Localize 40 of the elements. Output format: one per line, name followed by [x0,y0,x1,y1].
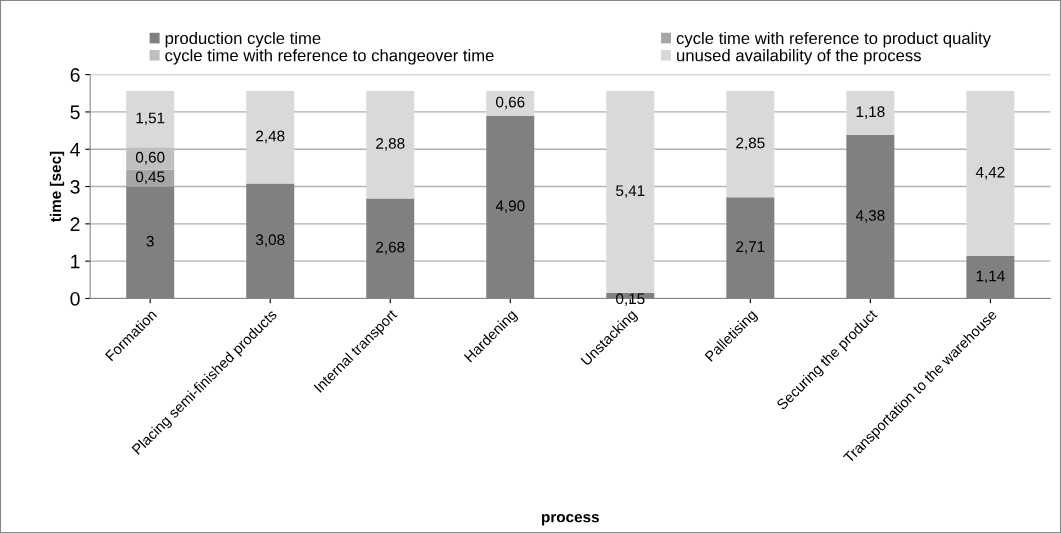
bar [126,147,175,170]
y-tick-label: 4 [70,142,80,157]
y-axis-title: time [sec] [49,151,65,223]
bar [126,91,175,148]
data-label: 3,08 [255,234,285,247]
data-label: 2,85 [736,137,765,151]
data-label: 4,38 [855,210,885,223]
data-label: 1,51 [136,112,165,126]
data-label: 3 [146,235,154,247]
legend-label: production cycle time [165,31,321,48]
data-label: 2,48 [256,130,285,144]
data-label: 2,71 [736,241,765,254]
data-label: 1,18 [856,106,885,119]
bar [606,91,655,293]
data-label: 4,90 [495,200,525,213]
bar [846,91,895,136]
y-tick-label: 3 [70,180,80,194]
legend-label: cycle time with reference to product quality [676,31,991,48]
bar [246,91,295,184]
y-tick-label: 0 [70,291,80,306]
x-axis-title: process [542,513,599,526]
data-label: 0,15 [616,293,645,306]
y-tick-label: 6 [70,68,80,82]
bar [486,91,535,116]
bar [726,91,775,198]
y-tick-label: 2 [70,217,80,231]
data-label: 0,45 [135,171,165,185]
legend-label: unused availability of the process [677,49,921,65]
data-label: 5,41 [616,185,645,198]
data-label: 0,66 [496,96,525,110]
legend-label: cycle time with reference to changeover time [165,49,494,65]
bar [366,91,415,199]
data-label: 2,88 [376,138,405,151]
data-label: 2,68 [376,241,405,255]
data-label: 0,60 [135,151,165,165]
data-label: 1,14 [976,270,1005,284]
data-label: 4,42 [975,166,1005,180]
y-tick-label: 5 [70,105,80,120]
bar [966,91,1015,256]
y-tick-label: 1 [71,254,80,269]
